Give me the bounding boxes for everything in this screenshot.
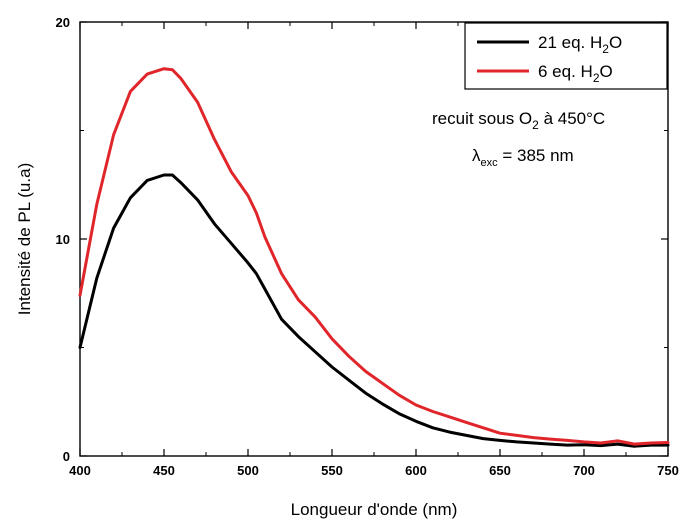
legend-label-6eq-main: 6 eq. H bbox=[538, 62, 593, 81]
x-tick-label: 700 bbox=[573, 463, 595, 478]
legend-label-21eq-sub: 2 bbox=[602, 42, 609, 56]
y-tick-label: 10 bbox=[56, 232, 70, 247]
x-tick-label: 550 bbox=[321, 463, 343, 478]
y-tick-label: 20 bbox=[56, 15, 70, 30]
legend-label-21eq-main: 21 eq. H bbox=[538, 33, 602, 52]
x-tick-label: 400 bbox=[69, 463, 91, 478]
annealing-annotation-end: à 450°C bbox=[539, 109, 605, 128]
series-line-21eq bbox=[78, 173, 670, 448]
excitation-annotation: λexc = 385 nm bbox=[472, 146, 574, 169]
x-tick-label: 500 bbox=[237, 463, 259, 478]
legend-label-6eq-end: O bbox=[600, 62, 613, 81]
x-axis-title: Longueur d'onde (nm) bbox=[291, 500, 458, 519]
y-tick-label: 0 bbox=[63, 449, 70, 464]
excitation-annotation-end: = 385 nm bbox=[498, 146, 574, 165]
x-tick-label: 600 bbox=[405, 463, 427, 478]
excitation-annotation-sub: exc bbox=[481, 157, 499, 169]
x-tick-label: 750 bbox=[657, 463, 679, 478]
axis-ticks: 400 450 500 550 600 650 700 750 0 10 20 bbox=[56, 15, 679, 478]
legend-label-6eq: 6 eq. H2O bbox=[538, 62, 613, 85]
annealing-annotation-main: recuit sous O bbox=[432, 109, 532, 128]
legend-box bbox=[464, 22, 668, 90]
annealing-annotation: recuit sous O2 à 450°C bbox=[432, 109, 605, 132]
legend-label-6eq-sub: 2 bbox=[593, 71, 600, 85]
excitation-annotation-symbol: λ bbox=[472, 146, 481, 165]
x-tick-label: 450 bbox=[153, 463, 175, 478]
series-line-6eq bbox=[78, 67, 670, 446]
series-layer bbox=[78, 67, 670, 448]
y-axis-title: Intensité de PL (u.a) bbox=[15, 163, 34, 315]
legend-label-21eq-end: O bbox=[609, 33, 622, 52]
legend: 21 eq. H2O 6 eq. H2O bbox=[464, 22, 668, 90]
x-tick-label: 650 bbox=[489, 463, 511, 478]
annealing-annotation-sub: 2 bbox=[532, 118, 539, 132]
legend-label-21eq: 21 eq. H2O bbox=[538, 33, 622, 56]
